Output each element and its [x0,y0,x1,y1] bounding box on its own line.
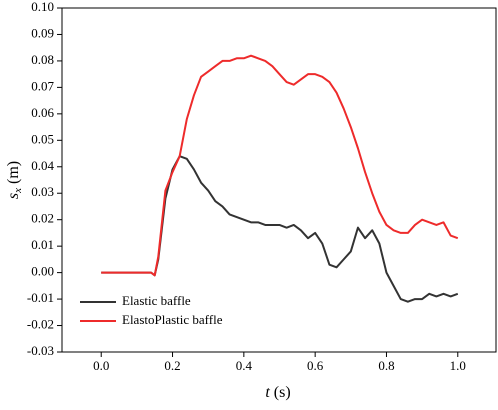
y-tick-label: 0.09 [31,25,54,40]
y-axis-label: sx (m) [5,161,24,199]
y-label-symbol: s [5,193,22,199]
y-tick-label: 0.06 [31,105,54,120]
y-tick-label: 0.05 [31,131,54,146]
x-label-symbol: t [265,384,270,401]
x-tick-label: 0.4 [236,358,253,373]
y-label-subscript: x [12,188,24,194]
x-tick-label: 1.0 [450,358,466,373]
y-label-unit: (m) [5,161,22,184]
plot-frame [61,7,497,353]
y-tick-label: 0.10 [31,0,54,14]
y-tick-label: 0.03 [31,184,54,199]
y-tick-label: -0.03 [27,343,54,358]
series-line [101,54,459,277]
x-axis-label: t (s) [265,384,290,401]
y-tick-label: 0.07 [31,78,54,93]
y-tick-label: 0.02 [31,211,54,226]
x-label-unit: (s) [274,384,291,401]
legend-label: Elastic baffle [122,293,191,308]
series-line [101,155,459,303]
x-tick-label: 0.0 [93,358,109,373]
y-tick-label: 0.01 [31,237,54,252]
y-tick-label: 0.08 [31,52,54,67]
legend-label: ElastoPlastic baffle [122,312,223,327]
x-tick-label: 0.6 [307,358,324,373]
y-tick-label: 0.00 [31,264,54,279]
x-tick-label: 0.2 [164,358,180,373]
x-tick-label: 0.8 [378,358,394,373]
y-tick-label: -0.01 [27,290,54,305]
y-tick-label: -0.02 [27,317,54,332]
y-tick-label: 0.04 [31,158,54,173]
